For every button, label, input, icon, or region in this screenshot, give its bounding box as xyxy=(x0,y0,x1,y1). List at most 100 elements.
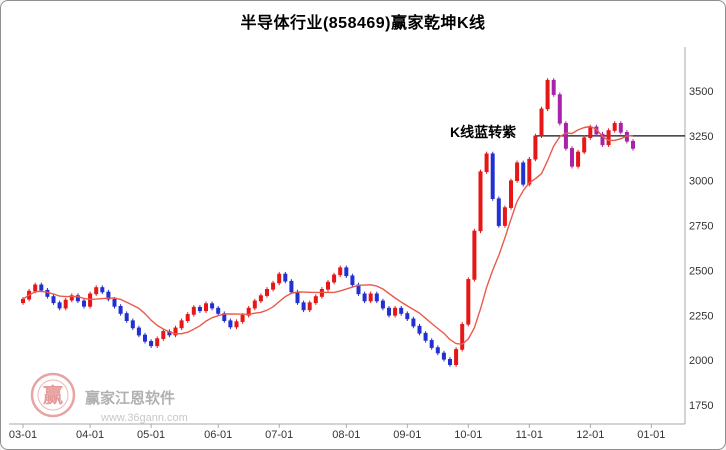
candle xyxy=(588,126,593,139)
candle xyxy=(338,267,343,276)
candle xyxy=(277,273,282,284)
watermark-brand: 赢家江恩软件 xyxy=(85,389,175,407)
candle xyxy=(20,298,25,304)
candle xyxy=(106,291,111,300)
candle xyxy=(460,323,465,350)
x-axis-label: 09-01 xyxy=(393,429,421,441)
candle xyxy=(386,307,391,316)
x-axis-label: 08-01 xyxy=(332,429,360,441)
candle xyxy=(161,331,166,339)
candle xyxy=(472,230,477,280)
candle xyxy=(374,293,379,302)
candle xyxy=(466,279,471,325)
candle xyxy=(289,280,294,293)
candle xyxy=(155,338,160,347)
y-axis-label: 3500 xyxy=(689,86,713,98)
candle xyxy=(618,123,623,133)
candle xyxy=(502,207,507,226)
candle xyxy=(429,340,434,348)
candle xyxy=(606,130,611,146)
kline-color-change-annotation: K线蓝转紫 xyxy=(450,124,516,140)
candle xyxy=(447,358,452,365)
candle xyxy=(204,303,209,312)
y-axis-label: 2500 xyxy=(689,265,713,277)
candle xyxy=(515,162,520,182)
y-axis-label: 3000 xyxy=(689,176,713,188)
ma-line xyxy=(22,125,634,345)
candle xyxy=(411,318,416,327)
x-axis-label: 05-01 xyxy=(137,429,165,441)
candle xyxy=(143,334,148,342)
candle xyxy=(124,313,129,321)
candle xyxy=(271,282,276,290)
candle xyxy=(435,347,440,354)
candle xyxy=(569,148,574,167)
y-axis-label: 2000 xyxy=(689,355,713,367)
candle xyxy=(600,133,605,146)
y-axis-label: 3250 xyxy=(689,131,713,143)
candle xyxy=(393,307,398,316)
candle xyxy=(313,296,318,304)
candle xyxy=(630,140,635,149)
y-axis-label: 2750 xyxy=(689,221,713,233)
candle xyxy=(576,151,581,167)
candle xyxy=(380,300,385,309)
candle xyxy=(405,313,410,320)
candle xyxy=(185,314,190,321)
candle xyxy=(344,267,349,277)
candle xyxy=(63,299,68,309)
watermark-logo-ring xyxy=(30,372,76,418)
candle xyxy=(545,79,550,110)
candle xyxy=(582,137,587,153)
candle xyxy=(228,320,233,328)
plot-content: 3500 3250 3000 2750 2500 2250 2000 1750 03-01 04-… xyxy=(9,47,713,441)
candle xyxy=(557,94,562,124)
x-axis-label: 12-01 xyxy=(576,429,604,441)
chart-title: 半导体行业(858469)赢家乾坤K线 xyxy=(240,15,486,32)
candle xyxy=(350,275,355,286)
candle xyxy=(551,79,556,95)
candle xyxy=(368,293,373,302)
candle xyxy=(496,198,501,226)
candle xyxy=(112,298,117,307)
x-axis-label: 03-01 xyxy=(9,429,37,441)
candle xyxy=(75,295,80,302)
watermark: 赢 赢家江恩软件 www.36gann.com xyxy=(30,372,188,424)
candle xyxy=(325,281,330,290)
x-axis-label: 10-01 xyxy=(454,429,482,441)
candle xyxy=(94,287,99,295)
candle xyxy=(521,162,526,185)
candle xyxy=(399,307,404,314)
watermark-logo-inner-ring xyxy=(37,379,69,411)
candle xyxy=(533,135,538,160)
candle xyxy=(527,158,532,185)
candle xyxy=(423,332,428,341)
candle xyxy=(57,302,62,309)
candle xyxy=(82,300,87,307)
candle xyxy=(210,303,215,309)
candle xyxy=(118,305,123,314)
candle xyxy=(295,291,300,304)
candle xyxy=(69,295,74,301)
candle xyxy=(191,306,196,315)
candle xyxy=(417,325,422,334)
candle xyxy=(130,320,135,329)
candle xyxy=(301,302,306,311)
candle xyxy=(252,300,257,309)
candle xyxy=(173,327,178,336)
x-axis-label: 04-01 xyxy=(76,429,104,441)
y-axis-label: 1750 xyxy=(689,400,713,412)
candle xyxy=(51,296,56,304)
x-axis-label: 11-01 xyxy=(516,429,543,441)
candle xyxy=(539,108,544,137)
candle xyxy=(264,288,269,296)
candle xyxy=(216,307,221,314)
candle xyxy=(149,340,154,347)
candle xyxy=(478,171,483,232)
candle xyxy=(332,274,337,283)
y-axis-label: 2250 xyxy=(689,310,713,322)
candle xyxy=(362,293,367,302)
candle xyxy=(179,320,184,329)
